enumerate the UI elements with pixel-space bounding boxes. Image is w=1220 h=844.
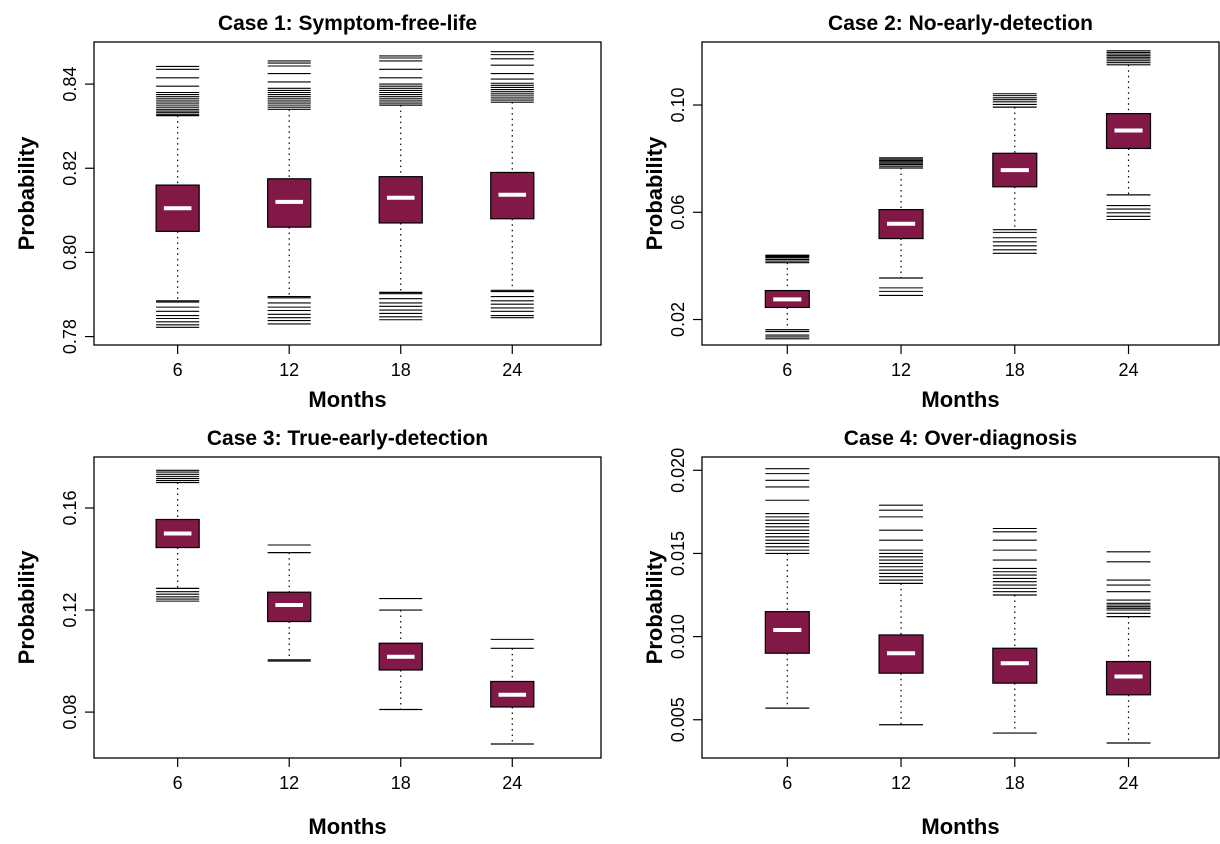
box-24: 24 [1105, 551, 1152, 793]
x-axis-label: Months [921, 387, 999, 412]
y-tick-label: 0.78 [60, 319, 80, 354]
x-axis-label: Months [308, 814, 386, 839]
x-tick-label: 24 [1119, 773, 1139, 793]
x-tick-label: 18 [1005, 773, 1025, 793]
box-12: 12 [267, 544, 312, 793]
y-tick-label: 0.08 [60, 695, 80, 730]
plot-frame [701, 41, 1220, 346]
chart-panel-3: Case 3: True-early-detection Months Probab… [14, 427, 602, 839]
y-axis-label: Probability [642, 136, 667, 250]
chart-panel-2: Case 2: No-early-detection Months Probabil… [642, 12, 1220, 412]
chart-title: Case 2: No-early-detection [828, 12, 1093, 35]
x-tick-label: 12 [891, 773, 911, 793]
plot-frame [93, 456, 602, 759]
box-24: 24 [490, 51, 535, 380]
x-tick-label: 12 [279, 360, 299, 380]
y-tick-label: 0.12 [60, 593, 80, 628]
y-tick-label: 0.02 [668, 302, 688, 337]
y-tick-label: 0.005 [668, 697, 688, 742]
x-tick-label: 6 [782, 360, 792, 380]
box-24: 24 [490, 638, 535, 793]
chart-panel-1: Case 1: Symptom-free-life Months Probabili… [14, 12, 602, 412]
y-tick-label: 0.84 [60, 67, 80, 102]
box-18: 18 [992, 93, 1038, 380]
x-tick-label: 18 [391, 773, 411, 793]
x-axis-label: Months [921, 814, 999, 839]
box-iqr [992, 647, 1038, 684]
chart-title: Case 3: True-early-detection [207, 427, 488, 450]
x-tick-label: 24 [502, 773, 522, 793]
y-tick-label: 0.16 [60, 490, 80, 525]
box-12: 12 [267, 60, 312, 380]
y-tick-label: 0.010 [668, 614, 688, 659]
y-tick-label: 0.10 [668, 87, 688, 122]
x-tick-label: 6 [173, 360, 183, 380]
y-tick-label: 0.020 [668, 448, 688, 493]
box-12: 12 [878, 157, 924, 380]
x-tick-label: 6 [173, 773, 183, 793]
box-6: 6 [764, 468, 810, 793]
chart-panel-4: Case 4: Over-diagnosisMonthsProbability0… [642, 427, 1220, 839]
x-tick-label: 6 [782, 773, 792, 793]
box-18: 18 [378, 55, 423, 380]
box-18: 18 [992, 527, 1038, 793]
y-axis-label: Probability [642, 550, 667, 664]
box-iqr [764, 611, 810, 654]
plot-frame [701, 456, 1220, 759]
box-6: 6 [155, 469, 200, 793]
box-24: 24 [1105, 50, 1152, 380]
y-tick-label: 0.82 [60, 151, 80, 186]
x-axis-label: Months [308, 387, 386, 412]
y-axis-label: Probability [14, 136, 39, 250]
x-tick-label: 18 [391, 360, 411, 380]
box-12: 12 [878, 504, 924, 793]
box-6: 6 [764, 254, 810, 380]
x-tick-label: 24 [1119, 360, 1139, 380]
chart-title: Case 1: Symptom-free-life [218, 12, 477, 35]
x-tick-label: 24 [502, 360, 522, 380]
x-tick-label: 12 [279, 773, 299, 793]
x-tick-label: 18 [1005, 360, 1025, 380]
box-iqr [378, 176, 423, 224]
y-tick-label: 0.015 [668, 531, 688, 576]
box-18: 18 [378, 598, 423, 793]
plot-frame [93, 41, 602, 346]
y-tick-label: 0.06 [668, 195, 688, 230]
box-6: 6 [155, 65, 200, 380]
y-tick-label: 0.80 [60, 235, 80, 270]
chart-title: Case 4: Over-diagnosis [844, 427, 1077, 450]
y-axis-label: Probability [14, 550, 39, 664]
x-tick-label: 12 [891, 360, 911, 380]
